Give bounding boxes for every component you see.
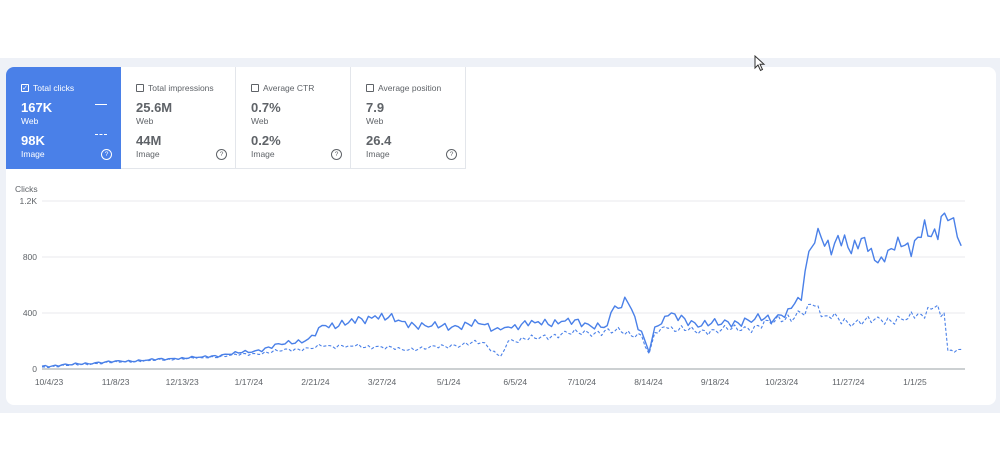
y-axis-label: Clicks — [15, 184, 38, 194]
metric-image-value: 26.4 — [366, 133, 392, 148]
x-tick-label: 2/21/24 — [301, 377, 330, 387]
help-icon[interactable]: ? — [331, 149, 342, 160]
x-tick-label: 3/27/24 — [368, 377, 397, 387]
metric-image-value: 44M — [136, 133, 162, 148]
series-line-image — [42, 303, 962, 369]
metric-total-impressions[interactable]: Total impressions 25.6M Web 44M Image ? — [121, 67, 236, 169]
checkbox-unchecked-icon[interactable] — [251, 84, 259, 92]
metric-average-ctr[interactable]: Average CTR 0.7% Web 0.2% Image ? — [236, 67, 351, 169]
metric-web-value: 25.6M — [136, 100, 173, 115]
x-tick-label: 5/1/24 — [437, 377, 461, 387]
metric-header: Average position — [366, 83, 465, 93]
metric-web-label: Web — [251, 116, 269, 126]
x-tick-label: 6/5/24 — [503, 377, 527, 387]
metric-average-position[interactable]: Average position 7.9 Web 26.4 Image ? — [351, 67, 466, 169]
x-tick-label: 8/14/24 — [634, 377, 663, 387]
metric-web-label: Web — [21, 116, 39, 126]
metric-web-value: 167K — [21, 100, 53, 115]
checkbox-checked-icon[interactable]: ✓ — [21, 84, 29, 92]
metric-label: Average position — [378, 83, 442, 93]
x-tick-label: 11/8/23 — [102, 377, 130, 387]
x-tick-label: 10/23/24 — [765, 377, 798, 387]
metric-label: Total impressions — [148, 83, 214, 93]
x-tick-label: 1/1/25 — [903, 377, 927, 387]
metric-image-value: 98K — [21, 133, 45, 148]
metric-header: ✓ Total clicks — [21, 83, 120, 93]
help-icon[interactable]: ? — [216, 149, 227, 160]
metric-image-label: Image — [251, 149, 275, 159]
y-tick-label: 1.2K — [20, 196, 38, 206]
metric-image-value: 0.2% — [251, 133, 281, 148]
x-tick-label: 11/27/24 — [832, 377, 865, 387]
y-tick-label: 400 — [23, 308, 37, 318]
checkbox-unchecked-icon[interactable] — [136, 84, 144, 92]
metric-web-label: Web — [136, 116, 154, 126]
metric-header: Average CTR — [251, 83, 350, 93]
metric-total-clicks[interactable]: ✓ Total clicks 167K Web 98K Image ? — [6, 67, 121, 169]
metric-image-label: Image — [21, 149, 45, 159]
y-tick-label: 800 — [23, 252, 37, 262]
metric-header: Total impressions — [136, 83, 235, 93]
x-tick-label: 1/17/24 — [235, 377, 264, 387]
checkbox-unchecked-icon[interactable] — [366, 84, 374, 92]
metric-image-label: Image — [366, 149, 390, 159]
x-tick-label: 9/18/24 — [701, 377, 730, 387]
metric-label: Average CTR — [263, 83, 315, 93]
y-tick-label: 0 — [32, 364, 37, 374]
metric-image-label: Image — [136, 149, 160, 159]
x-tick-label: 12/13/23 — [166, 377, 199, 387]
check-icon: ✓ — [22, 84, 28, 92]
metric-label: Total clicks — [33, 83, 75, 93]
series-line-web — [41, 212, 962, 368]
performance-card: ✓ Total clicks 167K Web 98K Image ? Tota… — [6, 67, 996, 405]
x-tick-label: 7/10/24 — [568, 377, 597, 387]
metric-web-label: Web — [366, 116, 384, 126]
help-icon[interactable]: ? — [101, 149, 112, 160]
metric-web-value: 0.7% — [251, 100, 281, 115]
mouse-cursor-icon — [754, 55, 766, 72]
help-icon[interactable]: ? — [446, 149, 457, 160]
dashed-line-legend-icon — [95, 134, 107, 135]
metric-web-value: 7.9 — [366, 100, 385, 115]
solid-line-legend-icon — [95, 104, 107, 105]
x-tick-label: 10/4/23 — [35, 377, 64, 387]
metric-tabs: ✓ Total clicks 167K Web 98K Image ? Tota… — [6, 67, 466, 169]
